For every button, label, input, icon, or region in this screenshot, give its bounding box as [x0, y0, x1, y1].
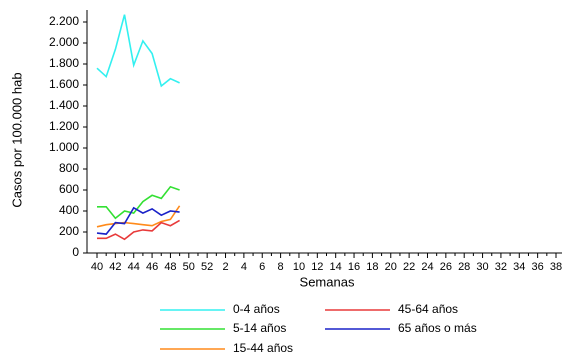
x-tick-label: 14 — [330, 261, 342, 273]
legend-label: 45-64 años — [398, 302, 458, 316]
y-axis-label: Casos por 100.000 hab — [9, 72, 24, 207]
x-tick-label: 46 — [146, 261, 158, 273]
x-tick-label: 10 — [293, 261, 305, 273]
x-tick-label: 2 — [222, 261, 228, 273]
y-tick-label: 1.600 — [49, 77, 79, 91]
x-tick-label: 20 — [385, 261, 397, 273]
x-tick-label: 30 — [476, 261, 488, 273]
y-tick-label: 1.200 — [49, 119, 79, 133]
x-tick-label: 28 — [458, 261, 470, 273]
x-tick-label: 24 — [421, 261, 433, 273]
x-tick-label: 36 — [532, 261, 544, 273]
x-tick-label: 40 — [91, 261, 103, 273]
y-tick-label: 600 — [59, 182, 79, 196]
x-tick-label: 16 — [348, 261, 360, 273]
legend-label: 65 años o más — [398, 321, 477, 335]
x-tick-label: 48 — [164, 261, 176, 273]
x-tick-label: 38 — [550, 261, 562, 273]
x-tick-label: 52 — [201, 261, 213, 273]
x-tick-label: 4 — [241, 261, 247, 273]
series-line — [97, 219, 180, 241]
series-line — [96, 205, 181, 228]
x-tick-label: 8 — [278, 261, 284, 273]
y-tick-label: 800 — [59, 161, 79, 175]
y-tick-label: 2.200 — [49, 14, 79, 28]
x-tick-label: 6 — [259, 261, 265, 273]
y-tick-label: 0 — [72, 245, 79, 259]
legend-label: 15-44 años — [233, 341, 293, 355]
y-tick-label: 400 — [59, 203, 79, 217]
y-tick-label: 1.400 — [49, 98, 79, 112]
series-line — [96, 206, 180, 235]
y-tick-label: 1.000 — [49, 140, 79, 154]
legend-label: 0-4 años — [233, 302, 280, 316]
x-tick-label: 50 — [183, 261, 195, 273]
x-axis-label: Semanas — [300, 274, 355, 289]
y-tick-label: 1.800 — [49, 56, 79, 70]
x-tick-label: 26 — [440, 261, 452, 273]
x-tick-label: 32 — [495, 261, 507, 273]
x-tick-label: 18 — [366, 261, 378, 273]
series-line — [96, 14, 180, 88]
x-tick-label: 34 — [513, 261, 525, 273]
x-tick-label: 44 — [128, 261, 140, 273]
y-tick-label: 2.000 — [49, 35, 79, 49]
x-tick-label: 42 — [109, 261, 121, 273]
series-line — [97, 185, 180, 220]
y-tick-label: 200 — [59, 224, 79, 238]
legend-label: 5-14 años — [233, 321, 286, 335]
x-tick-label: 22 — [403, 261, 415, 273]
x-tick-label: 12 — [311, 261, 323, 273]
